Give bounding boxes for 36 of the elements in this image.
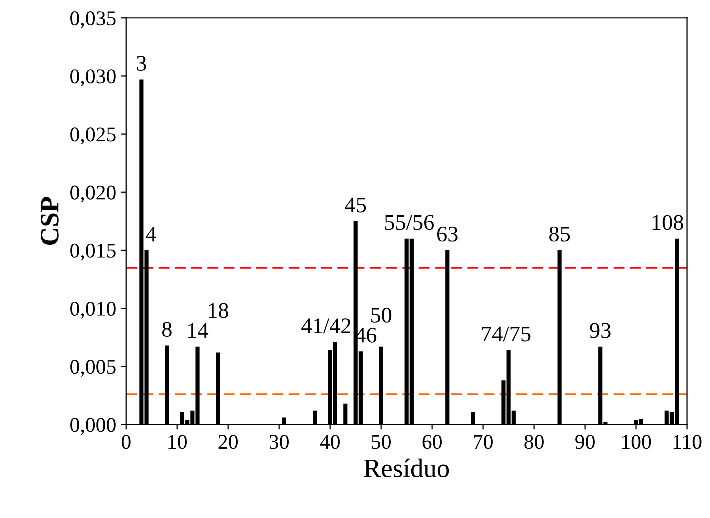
x-tick-label: 60	[422, 435, 442, 450]
x-tick-label: 90	[576, 435, 595, 450]
annotation: 8	[162, 322, 172, 338]
annotation: 108	[652, 215, 684, 230]
x-tick-label: 100	[622, 435, 652, 450]
x-tick-label: 80	[524, 435, 544, 450]
y-tick-label: 0,030	[70, 70, 116, 87]
x-axis-title: Resíduo	[364, 458, 450, 478]
annotation: 74/75	[482, 326, 531, 342]
annotation: 45	[345, 198, 366, 213]
x-tick-label: 20	[218, 435, 238, 450]
y-tick-label: 0,000	[70, 418, 116, 436]
y-tick-label: 0,015	[70, 244, 116, 261]
x-tick-label: 70	[474, 435, 493, 450]
annotation: 55/56	[385, 215, 434, 230]
y-tick-label: 0,010	[70, 302, 116, 320]
annotation: 3	[137, 56, 146, 72]
annotation: 50	[372, 308, 392, 323]
x-tick-label: 0	[122, 435, 131, 450]
y-tick-label: 0,025	[70, 128, 116, 145]
annotation: 4	[146, 226, 156, 242]
y-tick-label: 0,035	[70, 12, 116, 29]
y-axis-title: CSP	[41, 197, 59, 246]
annotation: 93	[590, 323, 611, 338]
annotation: 85	[550, 226, 570, 242]
x-tick-label: 50	[372, 435, 391, 450]
y-tick-label: 0,005	[70, 360, 116, 378]
annotation: 14	[188, 323, 209, 338]
x-tick-label: 40	[320, 435, 340, 450]
y-tick-label: 0,020	[70, 186, 116, 203]
x-tick-label: 110	[674, 435, 702, 450]
annotation: 18	[209, 303, 228, 318]
annotation: 41/42	[302, 318, 351, 334]
x-tick-label: 30	[270, 435, 289, 450]
annotation: 63	[437, 226, 458, 242]
x-tick-label: 10	[168, 435, 187, 450]
